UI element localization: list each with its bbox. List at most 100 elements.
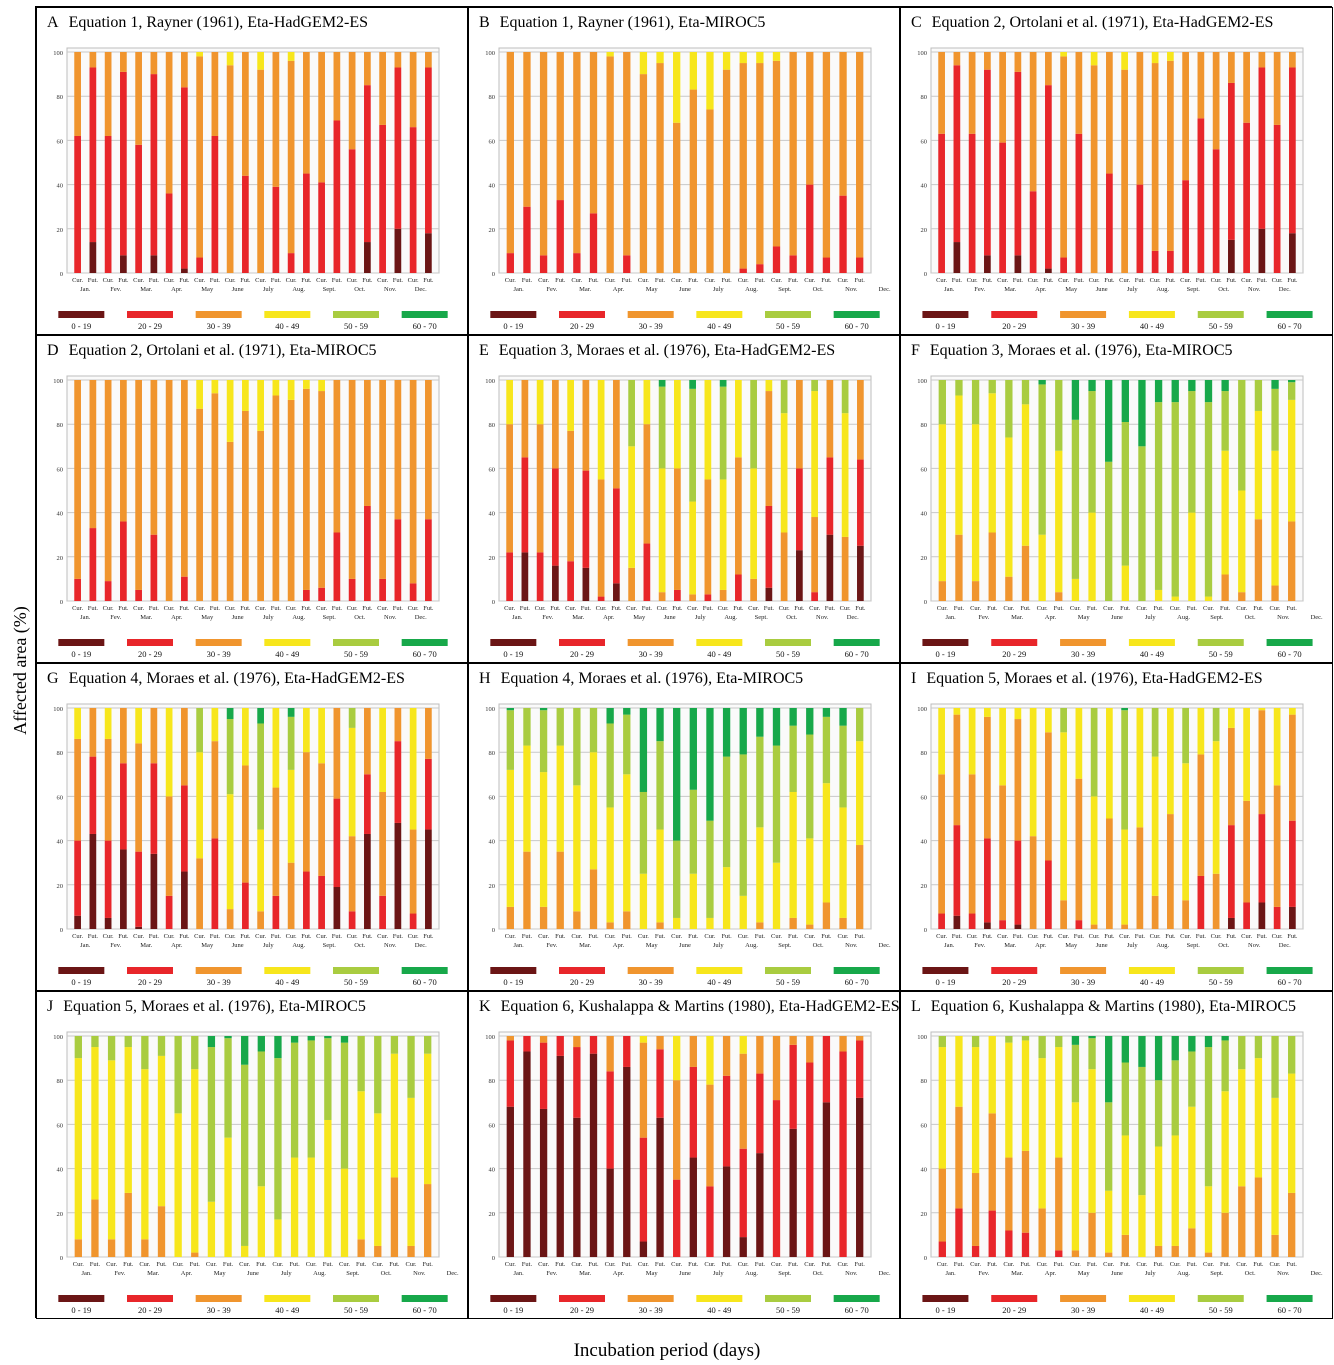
bar-label: Cur. — [1272, 277, 1283, 284]
stacked-bar — [181, 380, 188, 601]
bar-segment — [191, 1252, 199, 1257]
bar-label: Fut. — [1165, 277, 1176, 284]
bar-segment — [379, 124, 386, 274]
stacked-bar — [506, 52, 514, 273]
bar-segment — [1254, 1058, 1263, 1178]
month-label: July — [263, 942, 275, 949]
bar-segment — [165, 895, 173, 929]
bar-segment — [856, 1097, 864, 1257]
legend-label: 60 - 70 — [1278, 1305, 1302, 1315]
bar-segment — [552, 565, 559, 601]
bar-segment — [643, 380, 651, 425]
bar-segment — [1071, 578, 1080, 601]
stacked-bar — [226, 708, 234, 929]
bar-segment — [953, 825, 961, 916]
bar-segment — [374, 1036, 382, 1114]
bar-label: Fut. — [179, 605, 190, 612]
bar-segment — [74, 1058, 82, 1240]
y-tick-label: 0 — [60, 271, 63, 278]
legend-label: 40 - 49 — [275, 321, 299, 331]
bar-segment — [756, 922, 764, 929]
bar-label: Cur. — [967, 277, 978, 284]
bar-segment — [789, 1036, 797, 1045]
month-label: Aug. — [292, 286, 305, 293]
stacked-bar — [181, 52, 188, 273]
bar-segment — [539, 52, 548, 256]
stacked-bar — [780, 380, 788, 601]
bar-label: Cur. — [272, 1261, 283, 1268]
bar-label: Fut. — [332, 277, 343, 284]
bar-segment — [196, 408, 203, 601]
bar-segment — [120, 71, 127, 256]
bar-segment — [224, 1137, 232, 1257]
stacked-bar — [120, 708, 127, 929]
bar-label: Cur. — [1119, 277, 1130, 284]
stacked-bar — [104, 708, 112, 929]
bar-label: Fut. — [389, 1261, 400, 1268]
bar-segment — [1075, 778, 1083, 921]
month-label: Fev. — [974, 286, 985, 293]
stacked-bar — [211, 708, 219, 929]
bar-label: Cur. — [538, 933, 549, 940]
bar-segment — [242, 708, 249, 766]
bar-segment — [1182, 180, 1189, 273]
bar-label: Fut. — [88, 933, 99, 940]
bar-segment — [521, 552, 529, 601]
month-label: June — [1111, 1270, 1123, 1277]
legend-swatch — [264, 311, 311, 318]
y-tick-label: 100 — [485, 50, 495, 57]
bar-label: Fut. — [721, 933, 732, 940]
legend-label: 40 - 49 — [1140, 977, 1164, 987]
bar-segment — [1221, 391, 1229, 451]
bar-segment — [1271, 450, 1279, 586]
panel-letter: B — [479, 14, 490, 31]
panel-title: B Equation 1, Rayner (1961), Eta-MIROC5 — [479, 14, 765, 32]
stacked-bar — [938, 380, 946, 601]
bar-segment — [348, 727, 356, 837]
legend-swatch — [401, 967, 448, 974]
y-tick-label: 40 — [921, 839, 928, 846]
stacked-bar — [1238, 380, 1246, 601]
stacked-bar — [1151, 708, 1159, 929]
bar-segment — [303, 708, 310, 753]
legend-swatch — [696, 311, 743, 318]
bar-segment — [999, 708, 1006, 786]
bar-segment — [1254, 1177, 1263, 1257]
bar-segment — [272, 395, 280, 601]
stacked-bar — [1228, 52, 1235, 273]
month-label: Dec. — [415, 614, 427, 621]
bar-label: Fut. — [190, 1261, 201, 1268]
bar-label: Fut. — [788, 277, 799, 284]
y-tick-label: 40 — [489, 839, 496, 846]
bar-label: Fut. — [655, 1261, 666, 1268]
bar-segment — [1188, 1036, 1196, 1052]
bar-segment — [938, 774, 945, 914]
stacked-bar — [1014, 708, 1022, 929]
bar-label: Cur. — [970, 1261, 981, 1268]
bar-label: Fut. — [987, 605, 998, 612]
bar-segment — [150, 534, 158, 601]
stacked-bar — [104, 52, 112, 273]
legend-label: 0 - 19 — [71, 1305, 91, 1315]
legend-swatch — [127, 639, 173, 646]
month-label: Oct. — [813, 942, 824, 949]
bar-segment — [74, 708, 81, 739]
stacked-bar — [1138, 380, 1146, 601]
y-tick-label: 40 — [489, 511, 496, 518]
stacked-bar — [772, 708, 781, 929]
bar-label: Cur. — [936, 933, 947, 940]
bar-segment — [226, 794, 234, 910]
bar-segment — [207, 1201, 216, 1257]
stacked-bar — [539, 52, 548, 273]
bar-label: Fut. — [1287, 1261, 1298, 1268]
y-tick-label: 0 — [924, 271, 927, 278]
legend-label: 40 - 49 — [275, 1305, 299, 1315]
bar-segment — [364, 833, 371, 929]
bar-label: Cur. — [103, 605, 114, 612]
bar-segment — [1154, 1036, 1163, 1081]
bar-segment — [226, 52, 234, 66]
bar-label: Fut. — [1226, 933, 1237, 940]
bar-label: Fut. — [987, 1261, 998, 1268]
panel-letter: F — [911, 342, 920, 359]
panel-letter: I — [911, 670, 917, 687]
